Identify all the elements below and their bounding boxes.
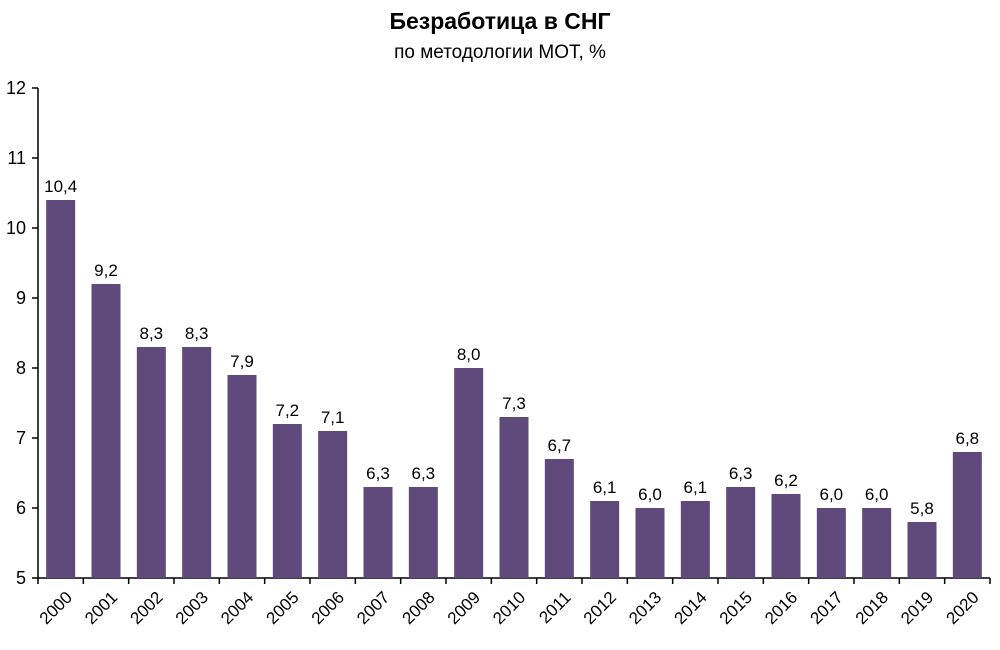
x-tick-label-2019: 2019	[897, 588, 937, 628]
bar-2000	[46, 200, 76, 578]
x-axis: 2000 2001 2002 2003 2004 2005 2006 2007 2008 2009…	[36, 577, 991, 628]
x-tick-label-2012: 2012	[580, 588, 620, 628]
x-tick-label-2010: 2010	[489, 588, 529, 628]
y-tick-label: 12	[6, 78, 26, 98]
chart-title: Безработица в СНГ	[389, 8, 611, 34]
bar-2016	[771, 494, 801, 578]
data-label-2013: 6,0	[638, 485, 662, 504]
data-label-2014: 6,1	[684, 478, 708, 497]
x-tick-label-2009: 2009	[444, 588, 484, 628]
x-tick-label-2018: 2018	[852, 588, 892, 628]
bar-2006	[318, 431, 348, 578]
bar-2017	[816, 508, 846, 578]
data-label-2020: 6,8	[956, 429, 980, 448]
bar-2002	[136, 347, 166, 578]
bar-2005	[272, 424, 302, 578]
data-label-2018: 6,0	[865, 485, 889, 504]
y-tick-label: 9	[16, 288, 26, 308]
data-label-2004: 7,9	[230, 352, 254, 371]
x-tick-label-2005: 2005	[262, 588, 302, 628]
y-axis: 5 6 7 8 9 10 11 12	[6, 78, 39, 588]
y-tick-label: 7	[16, 428, 26, 448]
bars	[46, 200, 982, 578]
y-tick-label: 5	[16, 568, 26, 588]
data-labels: 10,4 9,2 8,3 8,3 7,9 7,2 7,1 6,3 6,3 8,0 7,3 6,7 6,1…	[44, 177, 979, 518]
x-tick-label-2007: 2007	[353, 588, 393, 628]
x-tick-label-2008: 2008	[398, 588, 438, 628]
data-label-2003: 8,3	[185, 324, 209, 343]
bar-2003	[182, 347, 212, 578]
data-label-2005: 7,2	[276, 401, 300, 420]
bar-2019	[907, 522, 937, 578]
data-label-2015: 6,3	[729, 464, 753, 483]
data-label-2000: 10,4	[44, 177, 77, 196]
x-tick-label-2016: 2016	[761, 588, 801, 628]
data-label-2001: 9,2	[94, 261, 118, 280]
data-label-2006: 7,1	[321, 408, 345, 427]
x-tick-label-2000: 2000	[36, 588, 76, 628]
bar-2011	[544, 459, 574, 578]
data-label-2008: 6,3	[412, 464, 436, 483]
bar-2009	[454, 368, 484, 578]
x-tick-label-2015: 2015	[716, 588, 756, 628]
x-tick-label-2020: 2020	[942, 588, 982, 628]
y-tick-label: 8	[16, 358, 26, 378]
data-label-2009: 8,0	[457, 345, 481, 364]
data-label-2002: 8,3	[140, 324, 164, 343]
y-tick-label: 6	[16, 498, 26, 518]
bar-2008	[408, 487, 438, 578]
x-tick-label-2011: 2011	[535, 588, 574, 627]
data-label-2012: 6,1	[593, 478, 617, 497]
bar-2001	[91, 284, 121, 578]
y-tick-label: 10	[6, 218, 26, 238]
data-label-2017: 6,0	[820, 485, 844, 504]
bar-2012	[590, 501, 620, 578]
x-tick-label-2001: 2001	[81, 588, 121, 628]
x-tick-label-2006: 2006	[308, 588, 348, 628]
chart-subtitle: по методологии МОТ, %	[394, 42, 606, 63]
bar-2007	[363, 487, 393, 578]
data-label-2007: 6,3	[366, 464, 390, 483]
bar-2015	[726, 487, 756, 578]
x-tick-label-2003: 2003	[172, 588, 212, 628]
bar-2010	[499, 417, 529, 578]
bar-2013	[635, 508, 665, 578]
bar-2018	[862, 508, 892, 578]
data-label-2016: 6,2	[774, 471, 798, 490]
x-tick-label-2014: 2014	[670, 588, 710, 628]
data-label-2011: 6,7	[548, 436, 572, 455]
y-tick-label: 11	[7, 148, 26, 168]
data-label-2019: 5,8	[910, 499, 934, 518]
bar-2020	[952, 452, 982, 578]
bar-2004	[227, 375, 257, 578]
x-tick-label-2004: 2004	[217, 588, 257, 628]
x-tick-label-2013: 2013	[625, 588, 665, 628]
bar-2014	[680, 501, 710, 578]
data-label-2010: 7,3	[502, 394, 526, 413]
x-tick-label-2017: 2017	[806, 588, 846, 628]
x-tick-label-2002: 2002	[126, 588, 166, 628]
